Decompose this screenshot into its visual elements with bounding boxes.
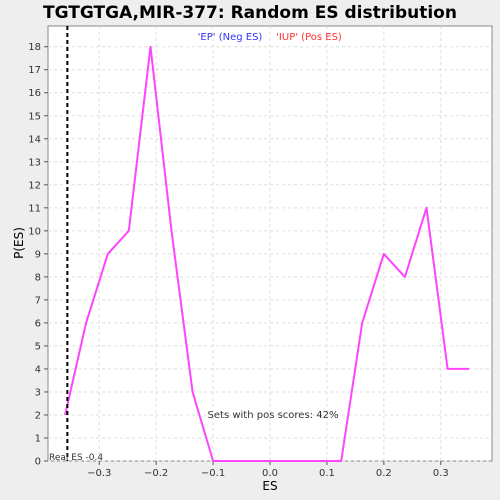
x-tick-label: 0.1 — [319, 468, 335, 479]
x-tick-label: 0.2 — [376, 468, 392, 479]
x-tick-label: −0.2 — [144, 468, 168, 479]
x-tick-label: 0.3 — [433, 468, 449, 479]
series-line — [64, 45, 470, 462]
x-tick-label: 0.0 — [262, 468, 278, 479]
y-tick-label: 9 — [35, 249, 41, 260]
legend-pos-es: 'IUP' (Pos ES) — [276, 32, 342, 43]
y-tick-label: 16 — [28, 88, 41, 99]
y-tick-label: 3 — [35, 387, 41, 398]
y-tick-label: 5 — [35, 341, 41, 352]
y-tick-label: 18 — [28, 42, 41, 53]
real-es-label: Real ES -0.4 — [49, 453, 103, 463]
y-tick-label: 4 — [35, 364, 41, 375]
pos-scores-annotation: Sets with pos scores: 42% — [208, 410, 339, 421]
y-tick-label: 13 — [28, 157, 41, 168]
chart-title: TGTGTGA,MIR-377: Random ES distribution — [43, 3, 457, 23]
y-tick-label: 10 — [28, 226, 41, 237]
x-tick-label: −0.1 — [201, 468, 225, 479]
series-lines — [64, 45, 470, 462]
y-tick-label: 12 — [28, 180, 41, 191]
y-tick-label: 0 — [35, 457, 41, 468]
legend-neg-es: 'EP' (Neg ES) — [198, 32, 263, 43]
y-tick-label: 17 — [28, 65, 41, 76]
y-tick-label: 6 — [35, 318, 41, 329]
y-tick-label: 11 — [28, 203, 41, 214]
y-axis-title: P(ES) — [12, 227, 26, 259]
y-tick-label: 7 — [35, 295, 41, 306]
y-tick-label: 15 — [28, 111, 41, 122]
grid-lines — [48, 26, 492, 462]
x-tick-label: −0.3 — [87, 468, 111, 479]
y-tick-label: 2 — [35, 410, 41, 421]
y-tick-label: 14 — [28, 134, 41, 145]
x-axis-title: ES — [262, 479, 277, 493]
y-tick-label: 1 — [35, 433, 41, 444]
y-tick-label: 8 — [35, 272, 41, 283]
